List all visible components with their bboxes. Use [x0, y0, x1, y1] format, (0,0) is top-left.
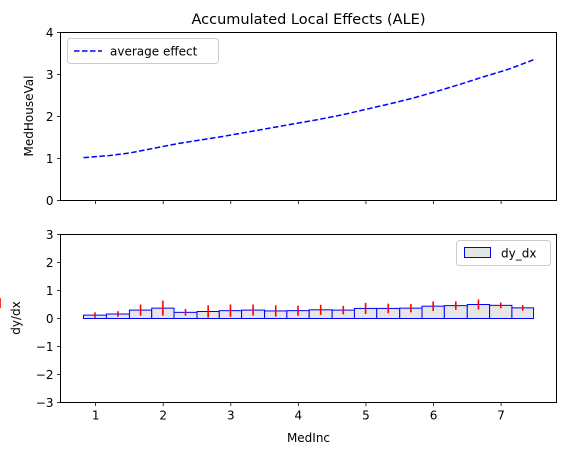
bottom-y-tick-label: 0	[46, 312, 54, 326]
top-y-tick-label: 4	[46, 26, 54, 40]
top-legend-box	[67, 38, 219, 64]
bottom-x-tick-label: 1	[92, 409, 100, 423]
bottom-y-tick-label: −3	[36, 396, 54, 410]
average-effect-line	[83, 59, 534, 159]
bottom-x-tick-label: 5	[362, 409, 370, 423]
bottom-y-axis-label: dy/dx	[9, 301, 23, 334]
top-plot-marks: 0 1 2 3 4	[46, 26, 534, 208]
bottom-x-tick-label: 4	[295, 409, 303, 423]
bottom-x-tick-label: 7	[497, 409, 505, 423]
top-y-axis-label: MedHouseVal	[22, 76, 36, 157]
bottom-x-tick-label: 6	[430, 409, 438, 423]
bottom-y-tick-label: 1	[46, 284, 54, 298]
bottom-plot-marks: −3 −2 −1 0 1 2 3 1 2 3 4 5 6 7	[0, 228, 535, 423]
legend-bar-swatch-icon	[464, 247, 491, 258]
bottom-plot-frame	[60, 234, 557, 403]
chart-title: Accumulated Local Effects (ALE)	[191, 12, 425, 28]
legend-label-average-effect: average effect	[110, 45, 198, 59]
legend-label-dy-dx: dy_dx	[501, 247, 536, 261]
bottom-y-tick-label: 3	[46, 228, 54, 242]
top-y-tick-label: 1	[46, 152, 54, 166]
ale-line-plot: Accumulated Local Effects (ALE) MedHouse…	[22, 12, 557, 208]
bottom-legend-box	[456, 240, 551, 266]
bottom-legend: dy_dx	[456, 240, 551, 266]
bottom-y-tick-label: −1	[36, 340, 54, 354]
derivative-bar-plot: dy/dx MedInc −3 −2 −1 0 1 2 3 1 2 3 4 5 6 7 dy_dx	[0, 228, 557, 445]
top-legend: average effect	[67, 38, 219, 64]
top-y-tick-label: 2	[46, 110, 54, 124]
top-y-tick-label: 0	[46, 194, 54, 208]
bottom-x-tick-label: 3	[227, 409, 235, 423]
bottom-x-tick-label: 2	[159, 409, 167, 423]
bottom-x-axis-label: MedInc	[287, 431, 330, 445]
top-plot-frame	[60, 32, 557, 201]
bottom-y-tick-label: 2	[46, 256, 54, 270]
top-y-tick-label: 3	[46, 68, 54, 82]
bottom-y-tick-label: −2	[36, 368, 54, 382]
